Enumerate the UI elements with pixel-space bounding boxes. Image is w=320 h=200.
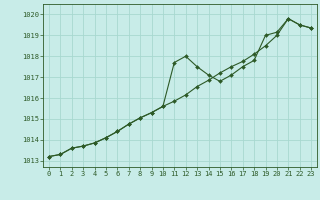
Text: Graphe pression niveau de la mer (hPa): Graphe pression niveau de la mer (hPa) [48, 185, 272, 195]
